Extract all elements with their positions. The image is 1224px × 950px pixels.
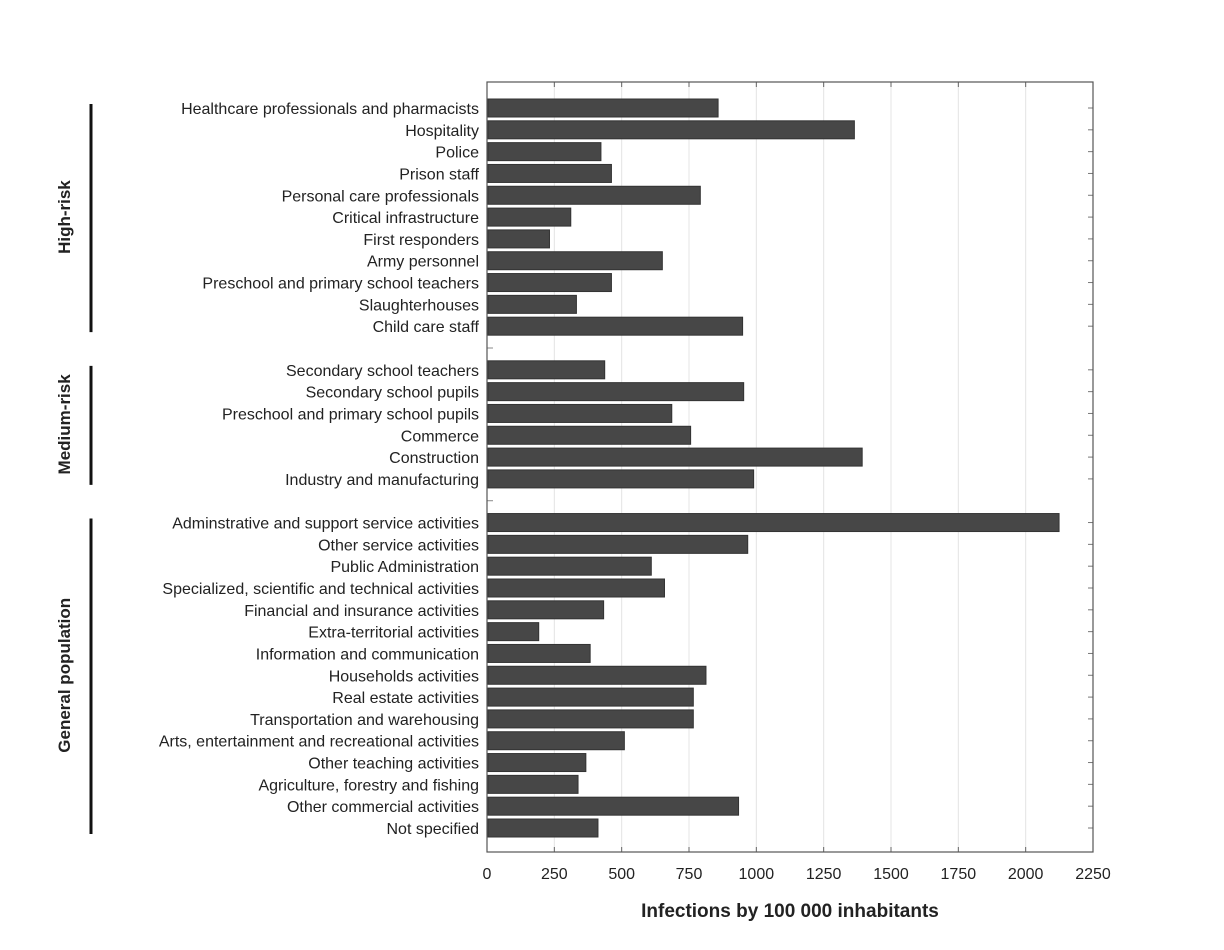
bar: [487, 273, 612, 293]
bar: [487, 469, 755, 489]
bar: [487, 163, 612, 183]
bar: [487, 360, 606, 380]
category-label: Transportation and warehousing: [250, 712, 479, 729]
x-tick-label: 2000: [1008, 866, 1044, 883]
group-label: General population: [55, 598, 74, 753]
category-label: Child care staff: [373, 319, 480, 336]
category-label: Other commercial activities: [287, 799, 479, 816]
x-tick-label: 2250: [1075, 866, 1111, 883]
bar: [487, 142, 602, 162]
category-label: Adminstrative and support service activi…: [172, 516, 479, 533]
x-tick-label: 1750: [941, 866, 977, 883]
category-label: Specialized, scientific and technical ac…: [162, 581, 479, 598]
bar: [487, 98, 719, 118]
category-label: Slaughterhouses: [359, 297, 479, 314]
bar: [487, 294, 577, 314]
bar: [487, 534, 749, 554]
bar: [487, 774, 579, 794]
category-label: Hospitality: [405, 123, 479, 140]
group-label: High-risk: [55, 180, 74, 254]
category-label: Police: [435, 145, 479, 162]
x-tick-label: 250: [541, 866, 568, 883]
x-tick-label: 0: [483, 866, 492, 883]
bar: [487, 818, 599, 838]
bar: [487, 600, 605, 620]
category-label: Preschool and primary school pupils: [222, 406, 479, 423]
bar: [487, 665, 707, 685]
plot-frame: [486, 81, 1094, 853]
category-label: Extra-territorial activities: [308, 625, 479, 642]
category-label: Secondary school teachers: [286, 363, 479, 380]
category-label: Commerce: [401, 428, 479, 445]
category-label: Industry and manufacturing: [285, 472, 479, 489]
bar: [487, 578, 665, 598]
bar: [487, 316, 744, 336]
category-label: Healthcare professionals and pharmacists: [181, 101, 479, 118]
category-label: Prison staff: [399, 166, 479, 183]
bar: [487, 731, 625, 751]
bar: [487, 643, 591, 663]
category-label: Public Administration: [330, 559, 479, 576]
bar: [487, 403, 673, 423]
category-label: Critical infrastructure: [332, 210, 479, 227]
category-label: Households activities: [329, 668, 479, 685]
x-tick-label: 1250: [806, 866, 842, 883]
bar: [487, 251, 663, 271]
bar: [487, 513, 1060, 533]
category-label: Other teaching activities: [308, 756, 479, 773]
category-label: Not specified: [387, 821, 480, 838]
x-tick-label: 750: [676, 866, 703, 883]
x-tick-label: 1500: [873, 866, 909, 883]
bar: [487, 120, 855, 140]
category-label: Secondary school pupils: [306, 385, 479, 402]
bar: [487, 556, 652, 576]
category-label: First responders: [363, 232, 479, 249]
x-axis-label: Infections by 100 000 inhabitants: [641, 901, 939, 922]
bar: [487, 207, 572, 227]
bar: [487, 709, 694, 729]
bar: [487, 687, 694, 707]
category-label: Construction: [389, 450, 479, 467]
category-label: Other service activities: [318, 537, 479, 554]
bar: [487, 447, 863, 467]
category-label: Army personnel: [367, 254, 479, 271]
bar: [487, 622, 540, 642]
category-label: Preschool and primary school teachers: [202, 276, 479, 293]
bar: [487, 796, 740, 816]
category-label: Financial and insurance activities: [244, 603, 479, 620]
bar: [487, 753, 587, 773]
category-label: Agriculture, forestry and fishing: [258, 777, 479, 794]
x-tick-label: 500: [608, 866, 635, 883]
bar: [487, 382, 745, 402]
category-label: Arts, entertainment and recreational act…: [159, 734, 479, 751]
x-tick-label: 1000: [739, 866, 775, 883]
bar: [487, 185, 701, 205]
group-label: Medium-risk: [55, 374, 74, 475]
bar: [487, 229, 550, 249]
bar: [487, 425, 692, 445]
category-label: Personal care professionals: [282, 188, 479, 205]
category-label: Information and communication: [256, 646, 479, 663]
category-label: Real estate activities: [332, 690, 479, 707]
